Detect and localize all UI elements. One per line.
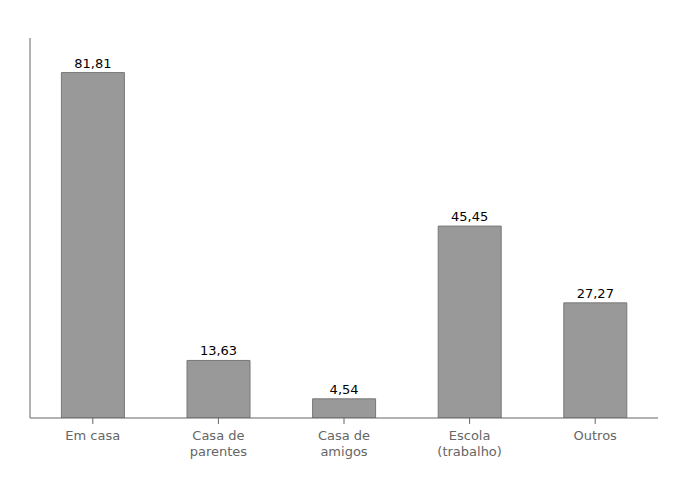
svg-text:Outros: Outros xyxy=(574,428,618,443)
svg-text:Casa deamigos: Casa deamigos xyxy=(318,428,370,459)
svg-text:4,54: 4,54 xyxy=(330,382,359,397)
svg-text:45,45: 45,45 xyxy=(451,209,488,224)
svg-text:Escola(trabalho): Escola(trabalho) xyxy=(437,428,502,459)
svg-text:81,81: 81,81 xyxy=(74,56,111,71)
svg-text:13,63: 13,63 xyxy=(200,343,237,358)
svg-text:27,27: 27,27 xyxy=(577,286,614,301)
svg-text:Em casa: Em casa xyxy=(65,428,120,443)
svg-text:Casa deparentes: Casa deparentes xyxy=(190,428,248,459)
